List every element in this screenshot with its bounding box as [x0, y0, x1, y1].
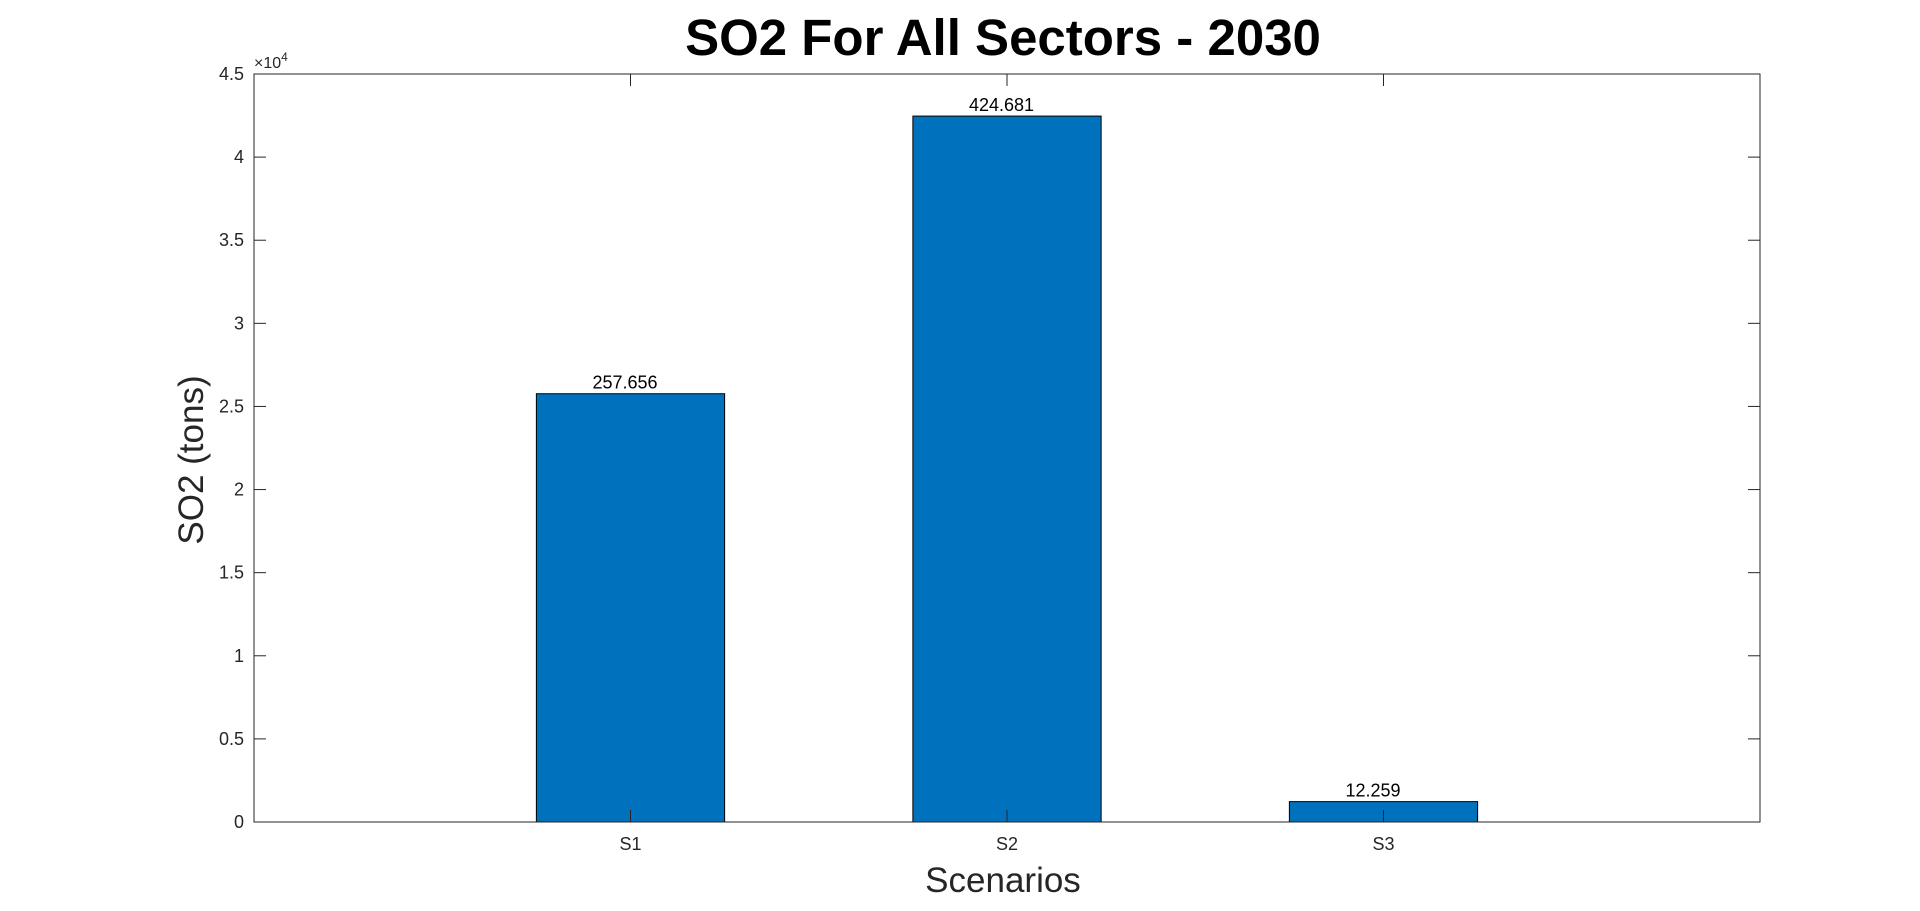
chart-title: SO2 For All Sectors - 2030 — [685, 9, 1321, 66]
data-label: 257.656 — [593, 373, 658, 393]
y-axis-exponent: ×104 — [254, 50, 288, 72]
bar — [535, 393, 726, 823]
y-tick-label: 1 — [234, 646, 244, 666]
data-label: 424.681 — [969, 95, 1034, 115]
x-axis-label: Scenarios — [925, 861, 1081, 900]
y-tick-label: 0 — [234, 812, 244, 832]
plot-area: 257.656 424.681 12.259 0 0.5 1 1.5 2 2.5 3 3.5 4 4.5… — [219, 64, 1761, 854]
y-tick-label: 3 — [234, 313, 244, 333]
y-tick-label: 4 — [234, 147, 244, 167]
y-axis-exponent-power: 4 — [281, 50, 288, 64]
y-axis-exponent-prefix: ×10 — [254, 55, 281, 72]
x-tick-label: S3 — [1372, 834, 1394, 854]
y-tick-label: 1.5 — [219, 563, 244, 583]
x-tick-label: S1 — [619, 834, 641, 854]
y-tick-label: 2 — [234, 480, 244, 500]
data-label: 12.259 — [1346, 781, 1401, 801]
y-axis-label: SO2 (tons) — [172, 375, 211, 544]
y-tick-label: 4.5 — [219, 64, 244, 84]
y-tick-label: 3.5 — [219, 230, 244, 250]
y-tick-label: 2.5 — [219, 396, 244, 416]
x-tick-label: S2 — [996, 834, 1018, 854]
bar — [912, 115, 1102, 823]
y-tick-label: 0.5 — [219, 729, 244, 749]
